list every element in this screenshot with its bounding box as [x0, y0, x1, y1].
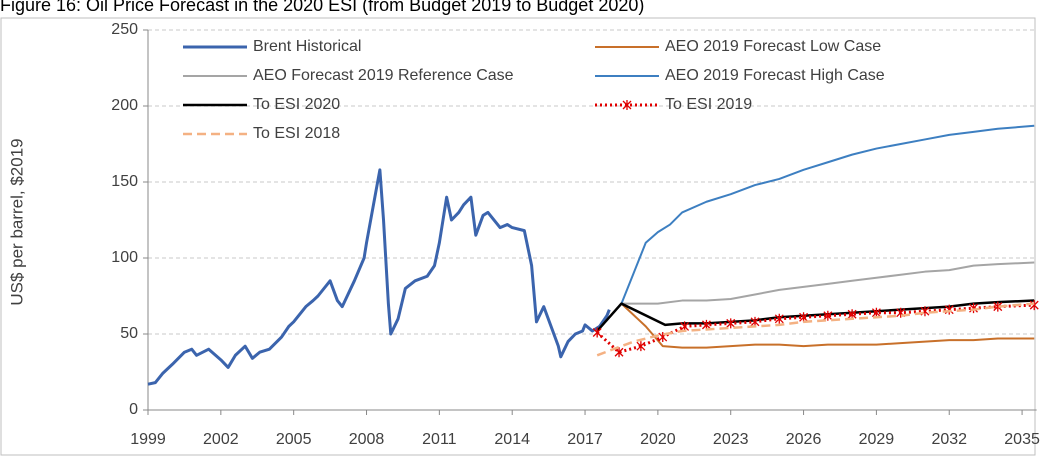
marker: [993, 301, 1003, 312]
marker: [823, 310, 833, 321]
legend-label: AEO 2019 Forecast High Case: [665, 67, 885, 84]
y-axis-label: US$ per barrel, $2019: [7, 138, 26, 305]
x-tick-label: 2029: [859, 431, 895, 448]
legend-label: To ESI 2020: [253, 96, 340, 113]
x-tick-label: 2032: [931, 431, 967, 448]
x-tick-label: 1999: [130, 431, 166, 448]
marker: [614, 347, 624, 358]
x-tick-label: 2014: [494, 431, 530, 448]
legend-marker: [622, 100, 632, 110]
legend-label: To ESI 2018: [253, 125, 340, 142]
x-tick-label: 2008: [349, 431, 385, 448]
x-tick-label: 2020: [640, 431, 676, 448]
series-line: [147, 168, 611, 386]
chart-border: [0, 17, 1036, 456]
marker: [726, 318, 736, 329]
series-line: [596, 261, 1035, 332]
legend-label: Brent Historical: [253, 38, 361, 55]
y-tick-label: 50: [120, 325, 138, 342]
legend-label: AEO 2019 Forecast Low Case: [665, 38, 881, 55]
y-tick-label: 0: [129, 401, 138, 418]
x-tick-label: 2035: [1004, 431, 1040, 448]
x-tick-label: 2005: [276, 431, 312, 448]
legend-label: AEO Forecast 2019 Reference Case: [253, 67, 514, 84]
y-tick-label: 100: [111, 249, 138, 266]
marker: [920, 306, 930, 317]
marker: [592, 327, 602, 338]
y-tick-label: 250: [111, 21, 138, 38]
marker: [944, 304, 954, 315]
marker: [636, 341, 646, 352]
y-tick-label: 150: [111, 173, 138, 190]
chart-title: Figure 16: Oil Price Forecast in the 202…: [0, 0, 644, 15]
series-line: [596, 124, 1035, 332]
series-line: [596, 302, 1035, 357]
marker: [774, 313, 784, 324]
x-tick-label: 2017: [567, 431, 603, 448]
marker: [1029, 300, 1039, 311]
x-tick-label: 2011: [422, 431, 457, 448]
y-tick-label: 200: [111, 97, 138, 114]
x-tick-label: 2026: [786, 431, 822, 448]
x-tick-label: 2023: [713, 431, 749, 448]
x-tick-label: 2002: [203, 431, 239, 448]
series-line: [596, 302, 1035, 349]
legend-label: To ESI 2019: [665, 96, 752, 113]
